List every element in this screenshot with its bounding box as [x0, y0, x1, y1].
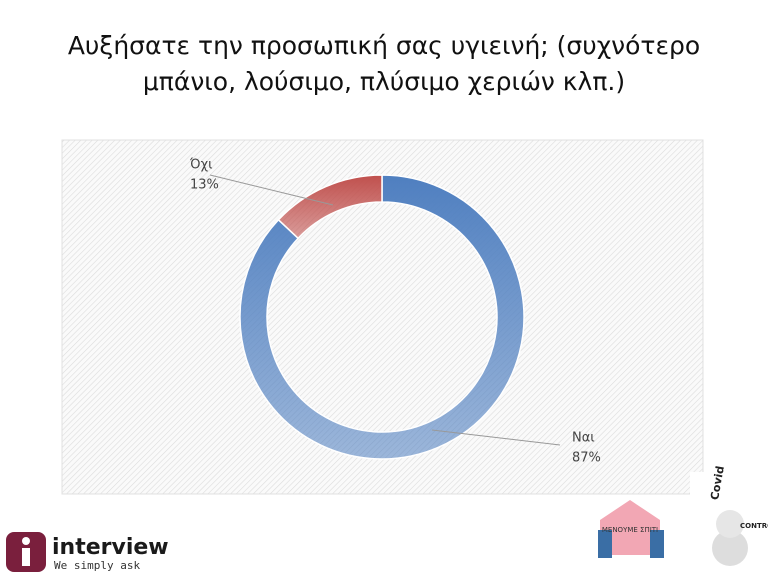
leader-line	[431, 429, 561, 446]
covid-control-logo: Covid CONTROL	[690, 465, 768, 576]
brand-tagline: We simply ask	[54, 559, 140, 572]
slice-value-label: 87%	[572, 451, 601, 466]
leader-line	[209, 174, 334, 206]
slice-label: Όχι	[189, 158, 212, 173]
slice-label: Ναι	[572, 431, 595, 446]
brand-name: interview	[52, 535, 169, 560]
donut-slice	[277, 174, 383, 240]
chart-title: Αυξήσατε την προσωπική σας υγιεινή; (συχ…	[67, 31, 701, 96]
donut-slice	[239, 174, 525, 460]
slice-value-label: 13%	[190, 178, 219, 193]
brand-logo: interview We simply ask	[6, 532, 169, 572]
control-text: CONTROL	[740, 522, 768, 530]
badge-text: ΜΕΝΟΥΜΕ ΣΠΙΤΙ	[602, 526, 658, 534]
covid-text: Covid	[708, 465, 727, 501]
donut	[239, 174, 525, 460]
stay-home-logo: ΜΕΝΟΥΜΕ ΣΠΙΤΙ	[598, 500, 664, 558]
